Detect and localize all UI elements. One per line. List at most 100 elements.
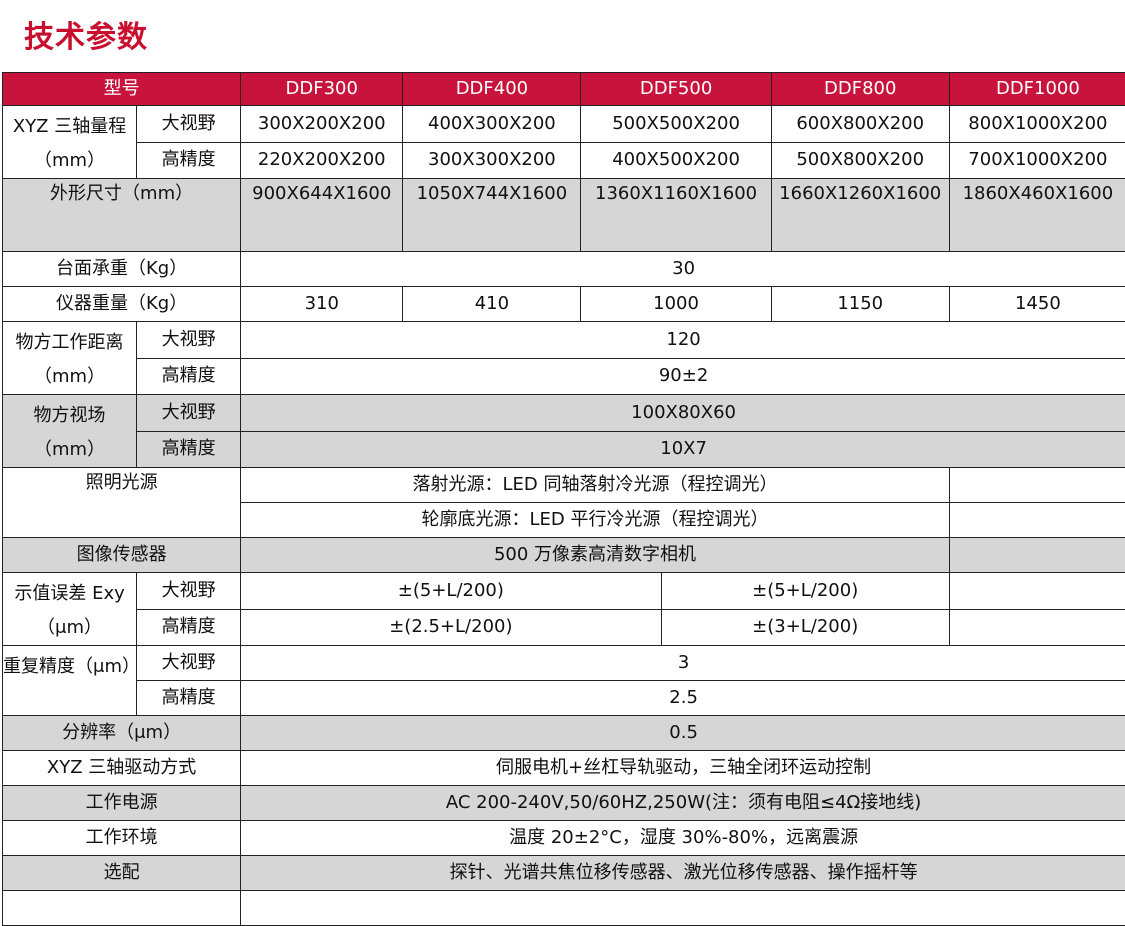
model-ddf500: DDF500 <box>581 73 771 106</box>
dimensions-label: 外形尺寸（mm） <box>3 179 241 252</box>
table-row: 高精度 90±2 <box>3 358 1125 395</box>
cell: 轮廓底光源：LED 平行冷光源（程控调光） <box>241 503 950 538</box>
table-row: 高精度 220X200X200 300X300X200 400X500X200 … <box>3 142 1125 179</box>
empty-cell <box>949 503 1125 538</box>
model-ddf800: DDF800 <box>771 73 949 106</box>
fov-label: 物方视场（mm） <box>3 395 137 468</box>
table-row: 照明光源 落射光源：LED 同轴落射冷光源（程控调光） <box>3 468 1125 503</box>
cell: ±(3+L/200) <box>661 609 949 646</box>
table-row: 分辨率（μm） 0.5 <box>3 716 1125 751</box>
cell: 90±2 <box>241 358 1125 395</box>
cell: 310 <box>241 287 403 322</box>
table-row <box>3 891 1125 926</box>
table-row: 示值误差 Exy（μm） 大视野 ±(5+L/200) ±(5+L/200) <box>3 573 1125 610</box>
sub-label: 大视野 <box>137 573 241 610</box>
cell: 410 <box>403 287 581 322</box>
cell: 1860X460X1600 <box>949 179 1125 252</box>
weight-label: 仪器重量（Kg） <box>3 287 241 322</box>
cell: ±(5+L/200) <box>241 573 661 610</box>
sub-label: 大视野 <box>137 106 241 143</box>
sub-label: 高精度 <box>137 681 241 716</box>
cell: 1660X1260X1600 <box>771 179 949 252</box>
table-row: 图像传感器 500 万像素高清数字相机 <box>3 538 1125 573</box>
empty-cell <box>241 891 1125 926</box>
load-label: 台面承重（Kg） <box>3 252 241 287</box>
table-row: 台面承重（Kg） 30 <box>3 252 1125 287</box>
model-ddf400: DDF400 <box>403 73 581 106</box>
cell: 500X500X200 <box>581 106 771 143</box>
sub-label: 大视野 <box>137 646 241 681</box>
repeat-label: 重复精度（μm） <box>3 646 137 716</box>
cell: 700X1000X200 <box>949 142 1125 179</box>
cell: 3 <box>241 646 1125 681</box>
cell: 10X7 <box>241 431 1125 468</box>
table-row: 物方视场（mm） 大视野 100X80X60 <box>3 395 1125 432</box>
cell: 1360X1160X1600 <box>581 179 771 252</box>
environment-label: 工作环境 <box>3 821 241 856</box>
cell: 2.5 <box>241 681 1125 716</box>
model-ddf1000: DDF1000 <box>949 73 1125 106</box>
cell: 1000 <box>581 287 771 322</box>
sub-label: 高精度 <box>137 609 241 646</box>
cell: 600X800X200 <box>771 106 949 143</box>
cell: 300X300X200 <box>403 142 581 179</box>
power-label: 工作电源 <box>3 786 241 821</box>
sub-label: 大视野 <box>137 395 241 432</box>
table-row: XYZ 三轴驱动方式 伺服电机+丝杠导轨驱动，三轴全闭环运动控制 <box>3 751 1125 786</box>
sub-label: 高精度 <box>137 431 241 468</box>
cell: 500 万像素高清数字相机 <box>241 538 950 573</box>
empty-cell <box>3 891 241 926</box>
empty-cell <box>949 538 1125 573</box>
table-row: 高精度 ±(2.5+L/200) ±(3+L/200) <box>3 609 1125 646</box>
lighting-label: 照明光源 <box>3 468 241 538</box>
sensor-label: 图像传感器 <box>3 538 241 573</box>
cell: 400X500X200 <box>581 142 771 179</box>
cell: 120 <box>241 322 1125 359</box>
model-ddf300: DDF300 <box>241 73 403 106</box>
table-row: 仪器重量（Kg） 310 410 1000 1150 1450 <box>3 287 1125 322</box>
cell: 400X300X200 <box>403 106 581 143</box>
cell: 温度 20±2°C，湿度 30%-80%，远离震源 <box>241 821 1125 856</box>
table-row: 工作电源 AC 200-240V,50/60HZ,250W(注：须有电阻≤4Ω接… <box>3 786 1125 821</box>
cell: 1450 <box>949 287 1125 322</box>
cell: 1050X744X1600 <box>403 179 581 252</box>
cell: ±(2.5+L/200) <box>241 609 661 646</box>
table-row: 物方工作距离（mm） 大视野 120 <box>3 322 1125 359</box>
empty-cell <box>949 573 1125 610</box>
drive-label: XYZ 三轴驱动方式 <box>3 751 241 786</box>
cell: 300X200X200 <box>241 106 403 143</box>
sub-label: 高精度 <box>137 142 241 179</box>
empty-cell <box>949 468 1125 503</box>
cell: AC 200-240V,50/60HZ,250W(注：须有电阻≤4Ω接地线) <box>241 786 1125 821</box>
cell: 800X1000X200 <box>949 106 1125 143</box>
table-row: 工作环境 温度 20±2°C，湿度 30%-80%，远离震源 <box>3 821 1125 856</box>
cell: 900X644X1600 <box>241 179 403 252</box>
header-row: 型号 DDF300 DDF400 DDF500 DDF800 DDF1000 <box>3 73 1125 106</box>
cell: 500X800X200 <box>771 142 949 179</box>
empty-cell <box>949 609 1125 646</box>
cell: 0.5 <box>241 716 1125 751</box>
model-label: 型号 <box>3 73 241 106</box>
cell: 伺服电机+丝杠导轨驱动，三轴全闭环运动控制 <box>241 751 1125 786</box>
spec-table: 型号 DDF300 DDF400 DDF500 DDF800 DDF1000 X… <box>2 72 1125 926</box>
cell: 30 <box>241 252 1125 287</box>
sub-label: 高精度 <box>137 358 241 395</box>
cell: 100X80X60 <box>241 395 1125 432</box>
cell: 探针、光谱共焦位移传感器、激光位移传感器、操作摇杆等 <box>241 856 1125 891</box>
sub-label: 大视野 <box>137 322 241 359</box>
table-row: 外形尺寸（mm） 900X644X1600 1050X744X1600 1360… <box>3 179 1125 252</box>
table-row: 高精度 2.5 <box>3 681 1125 716</box>
range-label: XYZ 三轴量程（mm） <box>3 106 137 179</box>
table-row: 重复精度（μm） 大视野 3 <box>3 646 1125 681</box>
options-label: 选配 <box>3 856 241 891</box>
error-label: 示值误差 Exy（μm） <box>3 573 137 646</box>
cell: ±(5+L/200) <box>661 573 949 610</box>
table-row: XYZ 三轴量程（mm） 大视野 300X200X200 400X300X200… <box>3 106 1125 143</box>
resolution-label: 分辨率（μm） <box>3 716 241 751</box>
cell: 1150 <box>771 287 949 322</box>
table-row: 选配 探针、光谱共焦位移传感器、激光位移传感器、操作摇杆等 <box>3 856 1125 891</box>
cell: 220X200X200 <box>241 142 403 179</box>
cell: 落射光源：LED 同轴落射冷光源（程控调光） <box>241 468 950 503</box>
page-title: 技术参数 <box>24 12 148 56</box>
table-row: 高精度 10X7 <box>3 431 1125 468</box>
